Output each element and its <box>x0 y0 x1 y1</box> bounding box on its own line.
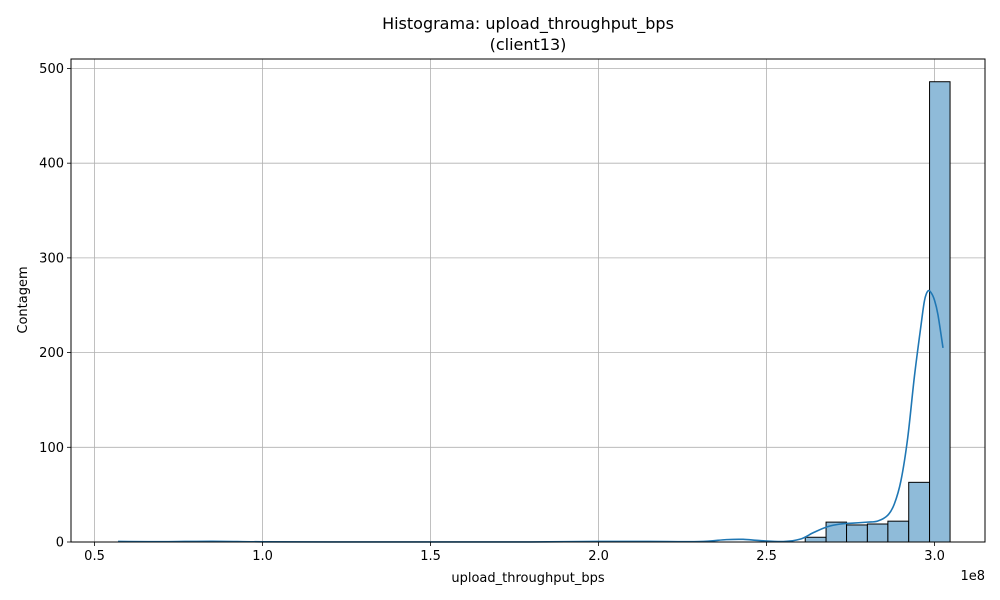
histogram-bar <box>908 481 931 543</box>
x-tick-label: 2.5 <box>756 549 777 564</box>
histogram-bar <box>929 81 951 543</box>
x-tick-label: 0.5 <box>84 549 105 564</box>
histogram-bar <box>804 536 827 543</box>
histogram-bar <box>866 523 889 543</box>
y-tick-label: 300 <box>39 251 64 266</box>
histogram-bar <box>887 520 910 543</box>
y-axis-label: Contagem <box>16 266 31 333</box>
y-tick-label: 100 <box>39 441 64 456</box>
histogram-bar <box>846 524 868 543</box>
x-ticks: 0.5 1.0 1.5 2.0 2.5 3.0 <box>84 542 945 564</box>
x-tick-label: 1.0 <box>252 549 273 564</box>
y-tick-label: 400 <box>39 157 64 172</box>
chart-subtitle: (client13) <box>490 35 567 54</box>
x-axis-offset-label: 1e8 <box>960 569 985 584</box>
plot-frame <box>70 58 986 543</box>
x-tick-label: 3.0 <box>924 549 945 564</box>
histogram-bars <box>804 81 951 543</box>
x-axis-label: upload_throughput_bps <box>451 571 604 586</box>
x-tick-label: 2.0 <box>588 549 609 564</box>
y-ticks: 0 100 200 300 400 500 <box>39 62 71 551</box>
x-tick-label: 1.5 <box>420 549 441 564</box>
chart-title: Histograma: upload_throughput_bps <box>382 14 674 34</box>
y-tick-label: 500 <box>39 62 64 77</box>
y-tick-label: 0 <box>56 536 64 551</box>
y-tick-label: 200 <box>39 346 64 361</box>
